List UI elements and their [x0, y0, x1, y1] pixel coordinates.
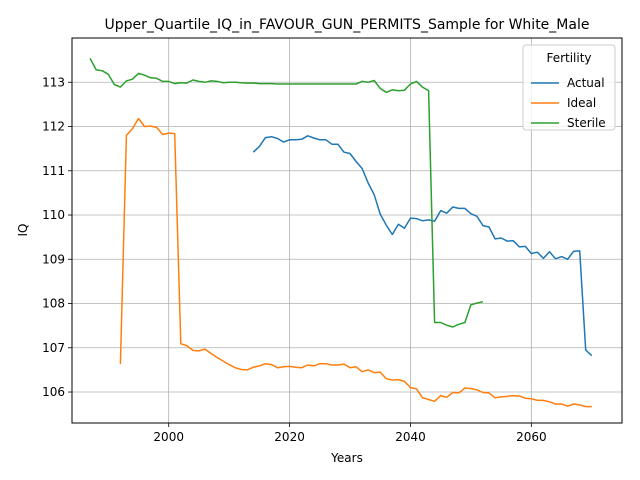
y-tick-label: 107 — [42, 341, 65, 355]
legend-label-ideal: Ideal — [567, 96, 596, 110]
x-tick-label: 2020 — [274, 430, 305, 444]
series-layer — [89, 58, 593, 408]
series-line-actual — [252, 135, 593, 357]
legend-label-sterile: Sterile — [567, 116, 606, 130]
y-tick-label: 110 — [42, 208, 65, 222]
legend-title: Fertility — [546, 51, 591, 65]
y-tick-label: 109 — [42, 252, 65, 266]
series-line-ideal — [119, 117, 592, 408]
x-axis-label: Years — [330, 451, 363, 465]
y-axis-label: IQ — [16, 224, 30, 237]
x-tick-label: 2040 — [395, 430, 426, 444]
y-tick-label: 111 — [42, 164, 65, 178]
y-tick-label: 112 — [42, 120, 65, 134]
chart-title: Upper_Quartile_IQ_in_FAVOUR_GUN_PERMITS_… — [105, 17, 590, 33]
legend-items: Actual Ideal Sterile — [531, 76, 606, 130]
y-tick-label: 108 — [42, 297, 65, 311]
y-tick-label: 113 — [42, 75, 65, 89]
legend-label-actual: Actual — [567, 76, 605, 90]
legend-box — [522, 44, 616, 131]
y-tick-label: 106 — [42, 385, 65, 399]
x-tick-label: 2060 — [516, 430, 547, 444]
x-tick-label: 2000 — [153, 430, 184, 444]
axis-ticks: 2000 2020 2040 2060 106 107 108 109 110 111 112 113 — [42, 75, 547, 444]
legend: Fertility Actual Ideal Sterile — [522, 44, 616, 131]
plot-frame — [71, 37, 623, 424]
series-line-sterile — [89, 58, 484, 328]
